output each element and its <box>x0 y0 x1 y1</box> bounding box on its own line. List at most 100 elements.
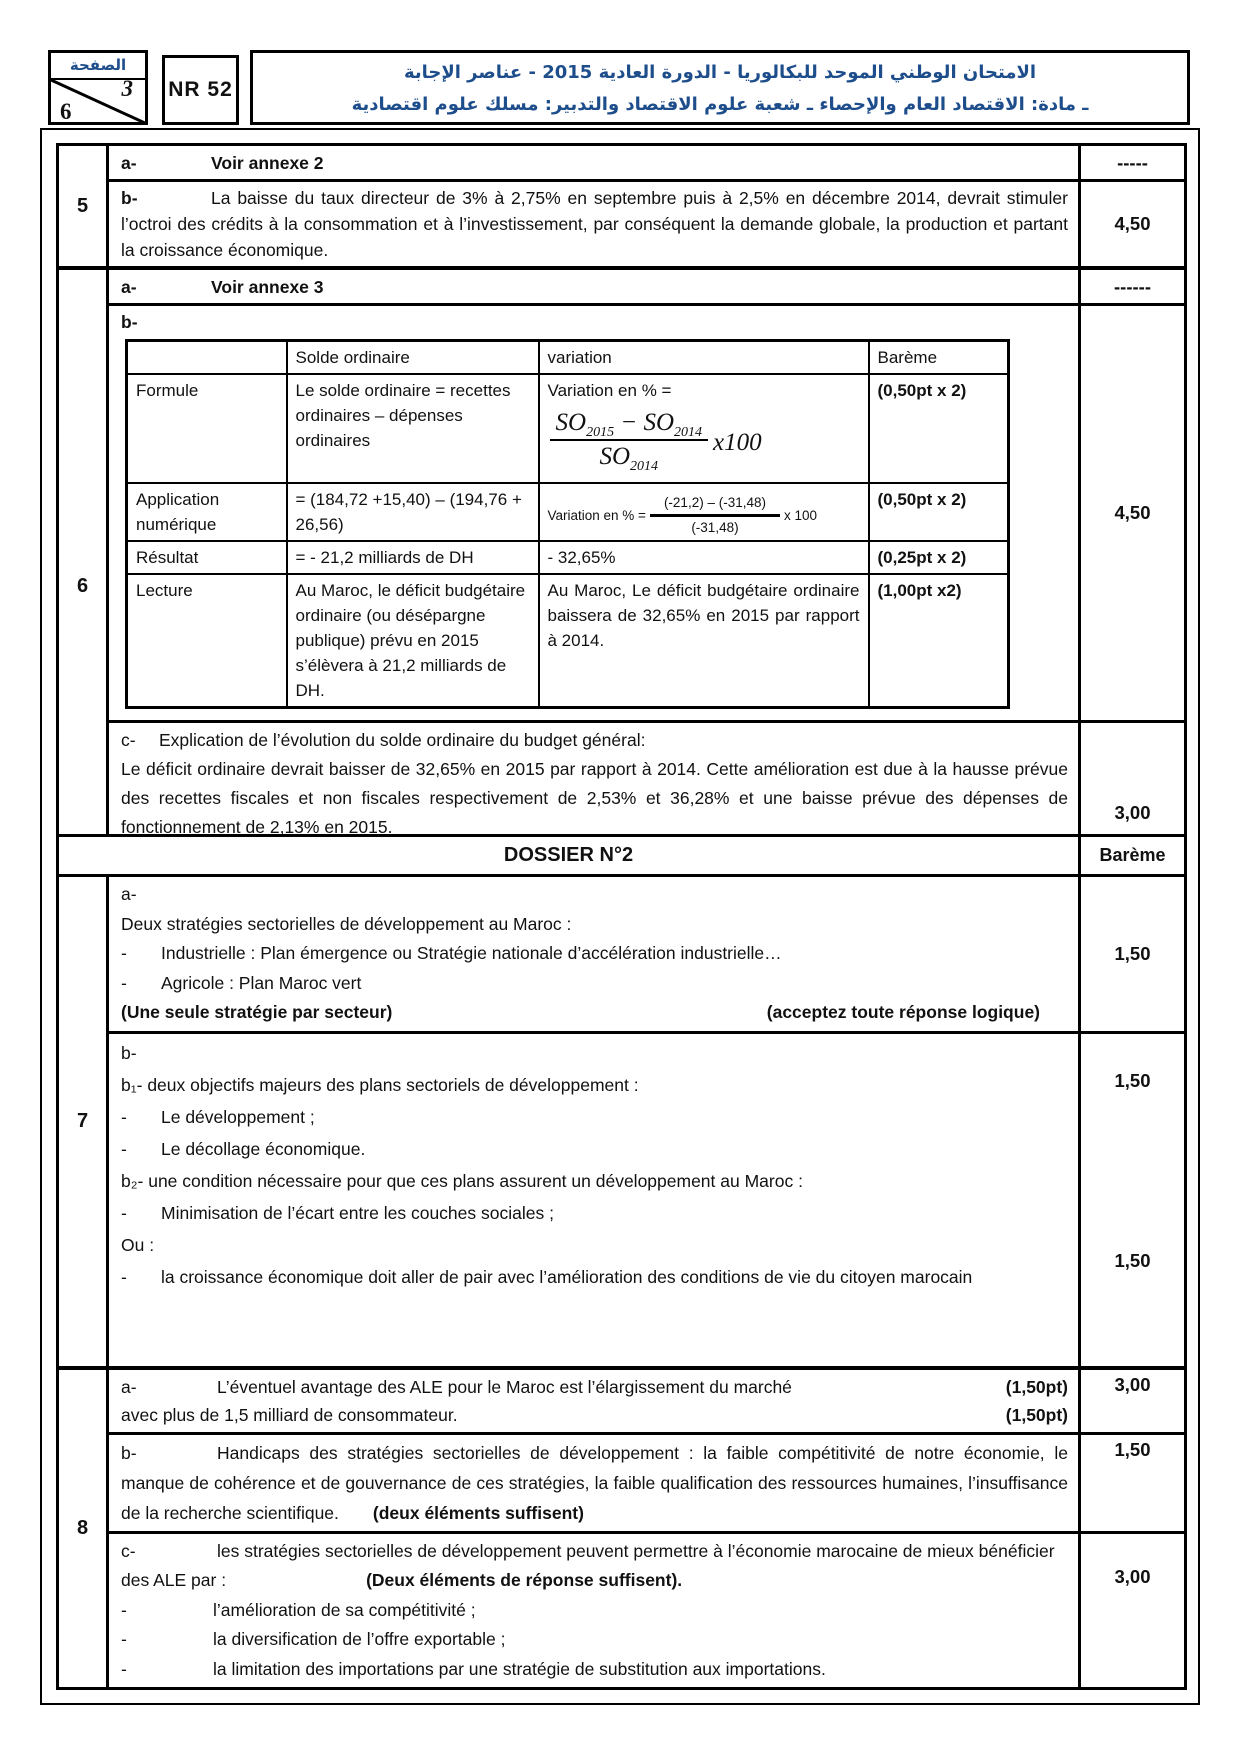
application-variation: Variation en % = (-21,2) – (-31,48) (-31… <box>537 482 870 543</box>
note-bold: (deux éléments suffisent) <box>372 1502 584 1523</box>
explanation-paragraph: Le déficit ordinaire devrait baisser de … <box>121 759 1068 838</box>
answer-text-block: b- Handicaps des stratégies sectorielles … <box>109 1435 1078 1531</box>
inner-header-empty <box>125 339 288 375</box>
note-right: (acceptez toute réponse logique) <box>766 1002 1040 1022</box>
bareme-cell: 3,00 <box>1078 1369 1184 1432</box>
row-label: Application numérique <box>125 482 288 543</box>
ou-line: Ou : <box>121 1234 155 1255</box>
item-label: a- <box>121 152 137 173</box>
bullet-line: - la croissance économique doit aller de … <box>121 1266 973 1287</box>
fraction: SO2015 − SO2014 SO2014 <box>549 409 708 475</box>
resultat-solde: = - 21,2 milliards de DH <box>285 540 540 576</box>
variation-formula: SO2015 − SO2014 SO2014 x100 <box>549 409 860 475</box>
answer-row-7b: b- b₁- deux objectifs majeurs des plans … <box>109 1033 1184 1366</box>
bullet-line: - la limitation des importations par une … <box>121 1658 826 1679</box>
answer-line: a- L’éventuel avantage des ALE pour le M… <box>121 1373 1068 1401</box>
answer-text-block: b- Solde ordinaire variation Barème Form… <box>109 306 1078 720</box>
question-row-8: 8 a- L’éventuel avantage des ALE pour le… <box>59 1369 1184 1687</box>
formule-row: Formule Le solde ordinaire = recettes or… <box>125 372 1010 485</box>
question-number: 7 <box>59 877 109 1366</box>
bareme-value: 1,50 <box>1114 1249 1151 1271</box>
fraction-numerator: (-21,2) – (-31,48) <box>649 495 780 518</box>
answer-row-8a: a- L’éventuel avantage des ALE pour le M… <box>109 1369 1184 1435</box>
fraction-denominator: SO2014 <box>599 443 659 475</box>
answer-text: L’éventuel avantage des ALE pour le Maro… <box>217 1376 792 1397</box>
inner-header-solde: Solde ordinaire <box>285 339 540 375</box>
dossier-title: DOSSIER N°2 <box>503 844 634 866</box>
exam-title-box: الامتحان الوطني الموحد للبكالوريا - الدو… <box>250 50 1190 125</box>
formule-solde: Le solde ordinaire = recettes ordinaires… <box>285 372 540 485</box>
answer-text: Voir annexe 3 <box>211 276 324 297</box>
inner-header-row: Solde ordinaire variation Barème <box>125 339 1010 375</box>
multiplier: x100 <box>713 428 762 456</box>
answer-text: avec plus de 1,5 milliard de consommateu… <box>121 1404 458 1425</box>
bullet-line: - Le décollage économique. <box>121 1138 366 1159</box>
inner-bareme: (1,00pt x2) <box>867 573 1010 709</box>
exam-title-line1: الامتحان الوطني الموحد للبكالوريا - الدو… <box>403 62 1037 83</box>
inner-bareme: (0,50pt x 2) <box>867 482 1010 543</box>
row-label: Formule <box>125 372 288 485</box>
bullet-line: - Minimisation de l’écart entre les couch… <box>121 1202 554 1223</box>
exam-title-line2: ـ مادة: الاقتصاد العام والإحصاء ـ شعبة ع… <box>351 94 1089 115</box>
question-number: 5 <box>59 146 109 266</box>
variation-lead: Variation en % = <box>547 507 646 523</box>
question-row-6: 6 a- Voir annexe 3 ------ b- <box>59 270 1184 904</box>
page-fraction: 3 6 <box>51 76 145 124</box>
item-label: c- <box>121 730 136 751</box>
solde-ordinaire-table: Solde ordinaire variation Barème Formule… <box>125 339 1010 710</box>
answer-text: Voir annexe 2 <box>211 152 324 173</box>
bareme-cell: 3,00 <box>1078 723 1184 904</box>
bareme-cell: 1,50 <box>1078 877 1184 1031</box>
bareme-cell: ------ <box>1078 270 1184 303</box>
resultat-row: Résultat = - 21,2 milliards de DH - 32,6… <box>125 540 1010 576</box>
answer-row-6a: a- Voir annexe 3 ------ <box>109 270 1184 306</box>
inner-bareme: (0,25pt x 2) <box>867 540 1010 576</box>
application-solde: = (184,72 +15,40) – (194,76 + 26,56) <box>285 482 540 543</box>
item-label: a- <box>121 1376 137 1397</box>
answer-row-7a: a- Deux stratégies sectorielles de dével… <box>109 877 1184 1034</box>
fraction-denominator: (-31,48) <box>691 520 739 536</box>
question-number: 6 <box>59 270 109 904</box>
exam-reference-box: NR 52 <box>162 55 239 125</box>
questions-table-1: 5 a- Voir annexe 2 ----- b- La baisse du … <box>56 143 1187 907</box>
intro-line: c- Explication de l’évolution du solde or… <box>121 726 1068 755</box>
bareme-header: Barème <box>1078 837 1184 874</box>
item-label: b- <box>121 1442 137 1463</box>
item-label: b- <box>121 312 138 332</box>
answer-text-block: a- L’éventuel avantage des ALE pour le M… <box>109 1370 1078 1432</box>
bareme-cell: 3,00 <box>1078 1533 1184 1687</box>
points-badge: (1,50pt) <box>1005 1376 1068 1397</box>
page-current: 3 <box>121 76 134 101</box>
page-number-box: الصفحة 3 6 <box>48 50 148 125</box>
item-label: c- <box>121 1540 136 1561</box>
bullet-line: - Agricole : Plan Maroc vert <box>121 972 362 993</box>
bareme-cell: 4,50 <box>1078 182 1184 266</box>
condition-heading: b₂- une condition nécessaire pour que ce… <box>121 1170 803 1191</box>
bullet-line: - Industrielle : Plan émergence ou Straté… <box>121 943 782 963</box>
bareme-cell: ----- <box>1078 146 1184 179</box>
inner-header-variation: variation <box>537 339 870 375</box>
item-label: b- <box>121 1042 137 1063</box>
question-row-5: 5 a- Voir annexe 2 ----- b- La baisse du … <box>59 146 1184 270</box>
answer-text: Handicaps des stratégies sectorielles de… <box>121 1442 1068 1523</box>
bareme-cell: 1,50 1,50 <box>1078 1033 1184 1366</box>
variation-lead: Variation en % = <box>547 381 672 400</box>
answer-row-6b: b- Solde ordinaire variation Barème Form… <box>109 306 1184 724</box>
lecture-variation: Au Maroc, Le déficit budgétaire ordinair… <box>537 573 870 709</box>
answer-row-8b: b- Handicaps des stratégies sectorielles … <box>109 1434 1184 1534</box>
item-label: b- <box>121 188 138 208</box>
answer-row-5a: a- Voir annexe 2 ----- <box>109 146 1184 182</box>
intro-line: Deux stratégies sectorielles de développ… <box>121 913 572 934</box>
bareme-cell: 4,50 <box>1078 306 1184 721</box>
inner-header-bareme: Barème <box>867 339 1010 375</box>
answer-row-8c: c-les stratégies sectorielles de dévelop… <box>109 1533 1184 1687</box>
intro-paragraph: c-les stratégies sectorielles de dévelop… <box>121 1537 1068 1596</box>
numeric-formula: Variation en % = (-21,2) – (-31,48) (-31… <box>548 487 860 536</box>
bullet-line: - la diversification de l’offre exportabl… <box>121 1629 506 1649</box>
bullet-line: - Le développement ; <box>121 1106 315 1127</box>
answer-line: avec plus de 1,5 milliard de consommateu… <box>121 1401 1068 1429</box>
answer-text: La baisse du taux directeur de 3% à 2,75… <box>121 188 1068 260</box>
question-row-7: 7 a- Deux stratégies sectorielles de dév… <box>59 877 1184 1370</box>
bareme-cell: 1,50 <box>1078 1434 1184 1531</box>
lecture-row: Lecture Au Maroc, le déficit budgétaire … <box>125 573 1010 709</box>
